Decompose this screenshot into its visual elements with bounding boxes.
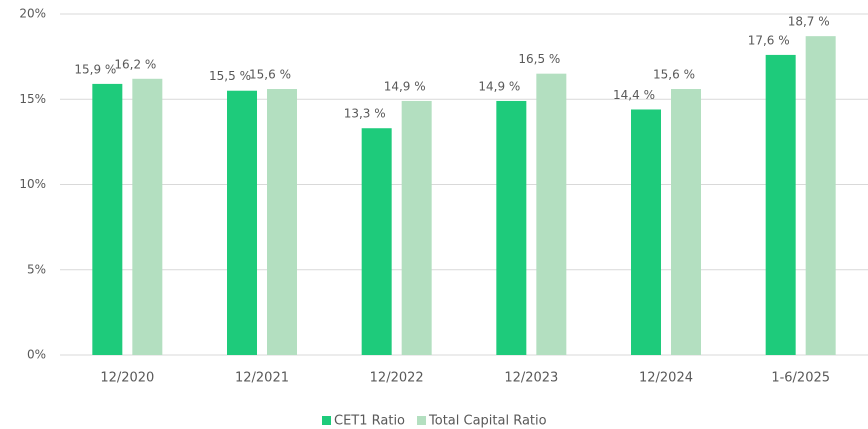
value-label: 14,4 %: [613, 88, 655, 102]
value-label: 14,9 %: [384, 79, 426, 93]
bar: [536, 73, 567, 356]
x-tick-label: 12/2021: [235, 371, 289, 386]
bar: [496, 100, 527, 355]
bar: [671, 89, 701, 356]
bar: [631, 109, 661, 355]
bar: [92, 83, 123, 355]
legend-swatch: [322, 416, 331, 425]
legend-swatch: [417, 416, 427, 425]
value-label: 15,9 %: [74, 62, 116, 76]
y-tick-label: 0%: [27, 348, 46, 362]
value-label: 16,5 %: [518, 52, 560, 66]
bar: [361, 128, 392, 355]
y-tick-label: 10%: [19, 177, 46, 191]
bar: [132, 78, 163, 355]
value-label: 15,6 %: [653, 68, 695, 82]
bar: [401, 100, 432, 355]
value-label: 16,2 %: [114, 57, 156, 71]
bar: [805, 36, 836, 355]
bar: [267, 89, 297, 356]
bar: [765, 54, 796, 356]
bar: [227, 90, 257, 355]
y-tick-label: 20%: [19, 7, 46, 21]
y-tick-label: 5%: [27, 262, 46, 276]
x-tick-label: 12/2023: [504, 371, 558, 386]
legend-label: CET1 Ratio: [334, 414, 405, 429]
value-label: 17,6 %: [748, 33, 790, 47]
value-label: 13,3 %: [344, 107, 386, 121]
x-tick-label: 12/2022: [370, 371, 424, 386]
legend-label: Total Capital Ratio: [428, 414, 547, 429]
x-tick-label: 12/2024: [639, 371, 693, 386]
x-tick-label: 12/2020: [100, 371, 154, 386]
value-label: 18,7 %: [788, 15, 830, 29]
value-label: 14,9 %: [478, 79, 520, 93]
value-label: 15,6 %: [249, 68, 291, 82]
x-tick-label: 1-6/2025: [771, 371, 830, 386]
y-tick-label: 15%: [19, 92, 46, 106]
value-label: 15,5 %: [209, 69, 251, 83]
